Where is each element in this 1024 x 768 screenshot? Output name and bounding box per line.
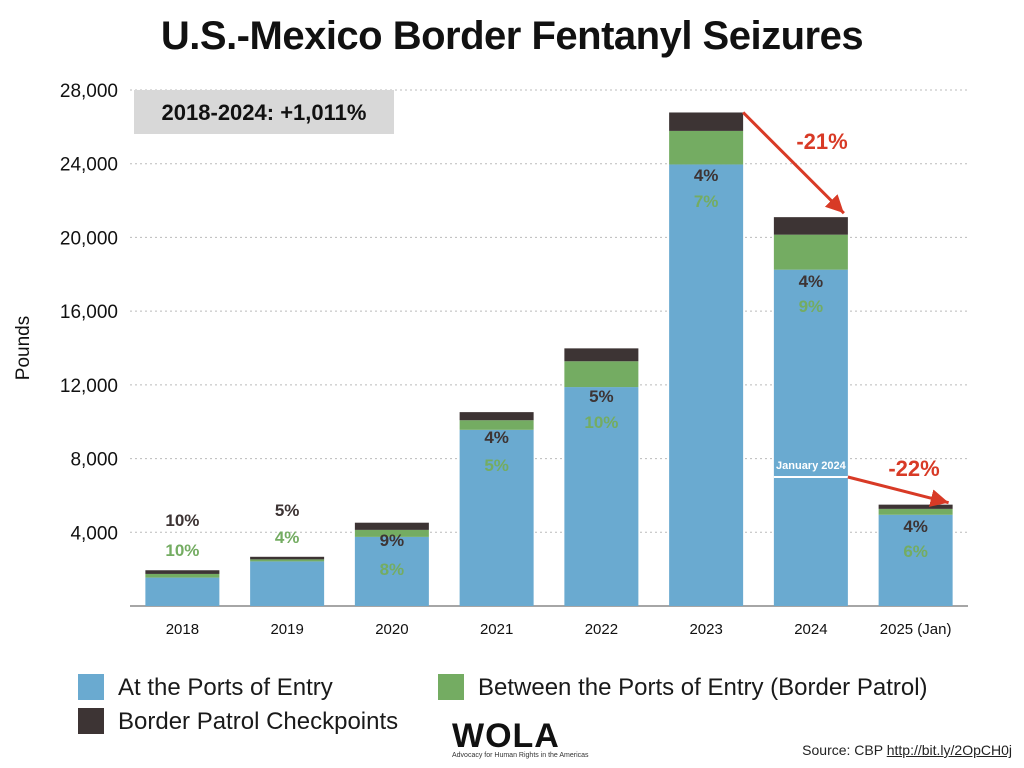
bar-border-patrol	[250, 559, 325, 562]
source-note: Source: CBP http://bit.ly/2OpCH0j	[802, 742, 1012, 758]
bar-border-patrol	[564, 361, 639, 388]
checkpoint-percent-label: 4%	[903, 517, 928, 536]
y-tick-label: 28,000	[60, 81, 118, 102]
legend-label-ports: At the Ports of Entry	[118, 674, 333, 701]
bar-ports	[773, 269, 848, 606]
wola-logo: WOLA Advocacy for Human Rights in the Am…	[452, 717, 589, 759]
x-tick-label: 2018	[166, 621, 199, 638]
range-annotation-text: 2018-2024: +1,011%	[162, 100, 367, 125]
checkpoint-percent-label: 10%	[165, 511, 199, 530]
bar-ports	[459, 429, 534, 606]
y-tick-label: 20,000	[60, 228, 118, 249]
checkpoint-percent-label: 4%	[694, 166, 719, 185]
bar-border-patrol	[459, 420, 534, 430]
bar-checkpoints	[564, 348, 639, 362]
legend-swatch-ports	[78, 674, 104, 700]
bar-border-patrol	[145, 573, 220, 578]
border-patrol-percent-label: 5%	[484, 456, 509, 475]
x-tick-label: 2021	[480, 621, 513, 638]
legend-swatch-border-patrol	[438, 674, 464, 700]
x-tick-label: 2022	[585, 621, 618, 638]
bar-checkpoints	[773, 217, 848, 235]
legend-item-ports: At the Ports of Entry	[78, 674, 333, 702]
checkpoint-percent-label: 5%	[589, 387, 614, 406]
january-marker-label: January 2024	[776, 460, 847, 472]
legend-label-border-patrol: Between the Ports of Entry (Border Patro…	[478, 674, 928, 701]
bar-border-patrol	[669, 130, 744, 165]
bar-ports	[878, 514, 953, 606]
border-patrol-percent-label: 6%	[903, 542, 928, 561]
bar-checkpoints	[878, 504, 953, 509]
bar-checkpoints	[250, 556, 325, 560]
bar-checkpoints	[145, 570, 220, 574]
change-label-2023-2024: -21%	[796, 129, 847, 154]
logo-wordmark: WOLA	[452, 717, 560, 755]
x-tick-label: 2024	[794, 621, 827, 638]
bar-checkpoints	[669, 112, 744, 131]
legend-swatch-checkpoints	[78, 708, 104, 734]
bar-ports	[669, 164, 744, 607]
source-label: Source: CBP	[802, 742, 883, 758]
checkpoint-percent-label: 4%	[484, 428, 509, 447]
chart-title: U.S.-Mexico Border Fentanyl Seizures	[160, 14, 864, 58]
change-arrow-jan	[847, 475, 949, 507]
bar-ports	[564, 387, 639, 606]
bar-checkpoints	[459, 412, 534, 421]
y-axis-label: Pounds	[13, 316, 34, 380]
bar-ports	[354, 536, 429, 606]
change-arrow-2023-2024	[742, 111, 845, 215]
source-link[interactable]: http://bit.ly/2OpCH0j	[886, 742, 1012, 758]
border-patrol-percent-label: 10%	[165, 541, 199, 560]
bar-border-patrol	[354, 529, 429, 537]
border-patrol-percent-label: 4%	[275, 528, 300, 547]
legend-item-border-patrol: Between the Ports of Entry (Border Patro…	[438, 674, 928, 702]
bar-border-patrol	[773, 234, 848, 270]
checkpoint-percent-label: 9%	[380, 531, 405, 550]
checkpoint-percent-label: 5%	[275, 501, 300, 520]
x-tick-label: 2025 (Jan)	[880, 621, 952, 638]
range-annotation-box	[134, 90, 394, 134]
legend-item-checkpoints: Border Patrol Checkpoints	[78, 708, 398, 736]
y-tick-label: 8,000	[70, 450, 118, 471]
y-tick-label: 16,000	[60, 302, 118, 323]
bar-border-patrol	[878, 508, 953, 515]
logo-tagline: Advocacy for Human Rights in the America…	[452, 752, 589, 759]
border-patrol-percent-label: 10%	[584, 413, 618, 432]
x-tick-label: 2023	[689, 621, 722, 638]
legend-label-checkpoints: Border Patrol Checkpoints	[118, 708, 399, 735]
bar-ports	[250, 561, 325, 606]
border-patrol-percent-label: 8%	[380, 560, 405, 579]
border-patrol-percent-label: 7%	[694, 192, 719, 211]
y-tick-label: 4,000	[70, 523, 118, 544]
checkpoint-percent-label: 4%	[799, 272, 824, 291]
x-tick-label: 2019	[270, 621, 303, 638]
bar-ports	[145, 577, 220, 606]
change-label-jan: -22%	[888, 456, 939, 481]
bar-checkpoints	[354, 522, 429, 530]
y-tick-label: 12,000	[60, 376, 118, 397]
y-tick-label: 24,000	[60, 155, 118, 176]
border-patrol-percent-label: 9%	[799, 297, 824, 316]
x-tick-label: 2020	[375, 621, 408, 638]
